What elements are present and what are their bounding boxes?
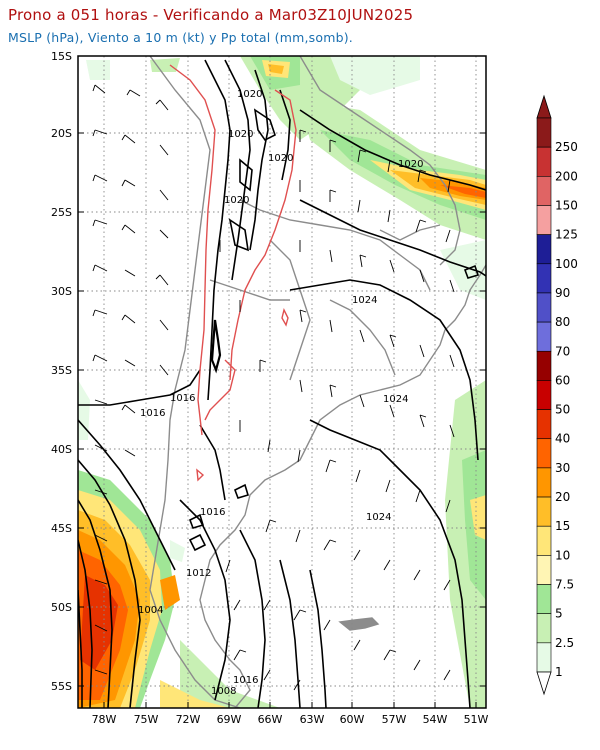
lat-label: 20S: [51, 127, 72, 140]
map-panel: 1020 1020 1020 1020 1020 1024 1024 1024 …: [78, 56, 486, 708]
colorbar-swatch: [536, 438, 552, 469]
colorbar-swatch: [536, 496, 552, 527]
colorbar-arrow-bottom: [536, 671, 552, 696]
red-contour: [169, 64, 297, 482]
colorbar-label: 15: [555, 519, 570, 533]
lon-label: 57W: [382, 713, 407, 726]
map-border: [77, 55, 487, 709]
colorbar-swatch: [536, 321, 552, 352]
isobar-label: 1008: [211, 686, 236, 697]
colorbar-label: 30: [555, 461, 570, 475]
colorbar-label: 90: [555, 286, 570, 300]
lat-label: 30S: [51, 285, 72, 298]
isobars: [78, 59, 486, 708]
colorbar-label: 250: [555, 140, 578, 154]
isobar-label: 1016: [200, 507, 225, 518]
colorbar-swatch: [536, 350, 552, 381]
colorbar-swatch: [536, 117, 552, 148]
map-title: Prono a 051 horas - Verificando a Mar03Z…: [8, 6, 414, 24]
isobar-label: 1020: [237, 89, 262, 100]
colorbar-swatch: [536, 584, 552, 614]
colorbar-swatch: [536, 263, 552, 294]
colorbar-swatch: [536, 525, 552, 556]
isobar-label: 1024: [366, 512, 391, 523]
longitude-labels: 78W 75W 72W 69W 66W 63W 60W 57W 54W 51W: [92, 713, 489, 726]
colorbar-swatch: [536, 292, 552, 323]
colorbar-label: 40: [555, 432, 570, 446]
colorbar-label: 5: [555, 607, 563, 621]
colorbar-label: 200: [555, 169, 578, 183]
colorbar-label: 10: [555, 548, 570, 562]
lat-label: 15S: [51, 50, 72, 63]
colorbar-swatch: [536, 146, 552, 177]
colorbar-label: 2.5: [555, 636, 574, 650]
colorbar-swatch: [536, 205, 552, 235]
lat-lon-grid: [78, 56, 486, 708]
colorbar-swatch: [536, 176, 552, 206]
colorbar-swatch: [536, 555, 552, 585]
isobar-label: 1016: [233, 675, 258, 686]
lon-label: 72W: [176, 713, 201, 726]
isobar-label: 1016: [170, 393, 195, 404]
colorbar-label: 50: [555, 403, 570, 417]
isobar-label: 1020: [268, 153, 293, 164]
latitude-labels: 15S 20S 25S 30S 35S 40S 45S 50S 55S: [51, 50, 72, 693]
colorbar-swatch: [536, 642, 552, 673]
isobar-label: 1020: [398, 159, 423, 170]
colorbar-label: 80: [555, 315, 570, 329]
isobar-label: 1020: [224, 195, 249, 206]
lon-label: 60W: [340, 713, 365, 726]
colorbar-swatch: [536, 613, 552, 644]
lat-label: 35S: [51, 364, 72, 377]
lat-label: 55S: [51, 680, 72, 693]
lon-label: 54W: [423, 713, 448, 726]
map-subtitle: MSLP (hPa), Viento a 10 m (kt) y Pp tota…: [8, 30, 353, 45]
colorbar-label: 20: [555, 490, 570, 504]
isobar-label: 1016: [140, 408, 165, 419]
isobar-labels: 1020 1020 1020 1020 1020 1024 1024 1024 …: [138, 89, 423, 697]
lon-label: 51W: [464, 713, 489, 726]
colorbar-arrow-top: [536, 94, 552, 119]
isobar-label: 1004: [138, 605, 163, 616]
colorbar-label: 60: [555, 373, 570, 387]
lon-label: 66W: [258, 713, 283, 726]
colorbar-swatch: [536, 380, 552, 410]
colorbar-label: 70: [555, 344, 570, 358]
precipitation-colorbar: 250 200 150 125 100 90 80 70 60 50 40 30 20 15 10 7.5 5 2…: [536, 94, 578, 696]
lon-label: 69W: [217, 713, 242, 726]
lon-label: 63W: [300, 713, 325, 726]
isobar-label: 1020: [228, 129, 253, 140]
lon-label: 75W: [134, 713, 159, 726]
colorbar-label: 7.5: [555, 578, 574, 592]
axis-ticks: [78, 132, 486, 708]
lat-label: 50S: [51, 601, 72, 614]
isobar-label: 1024: [352, 295, 377, 306]
colorbar-swatch: [536, 467, 552, 498]
lat-label: 25S: [51, 206, 72, 219]
isobar-label: 1012: [186, 568, 211, 579]
colorbar-label: 125: [555, 228, 578, 242]
colorbar-swatch: [536, 409, 552, 440]
colorbar-swatch: [536, 234, 552, 265]
wind-barbs: [92, 84, 455, 691]
isobar-label: 1024: [383, 394, 408, 405]
lon-label: 78W: [92, 713, 117, 726]
lat-label: 40S: [51, 443, 72, 456]
colorbar-label: 100: [555, 257, 578, 271]
precipitation-shading: [78, 56, 486, 708]
colorbar-label: 150: [555, 198, 578, 212]
colorbar-label: 1: [555, 665, 563, 679]
lat-label: 45S: [51, 522, 72, 535]
coastlines-borders: [149, 56, 486, 708]
